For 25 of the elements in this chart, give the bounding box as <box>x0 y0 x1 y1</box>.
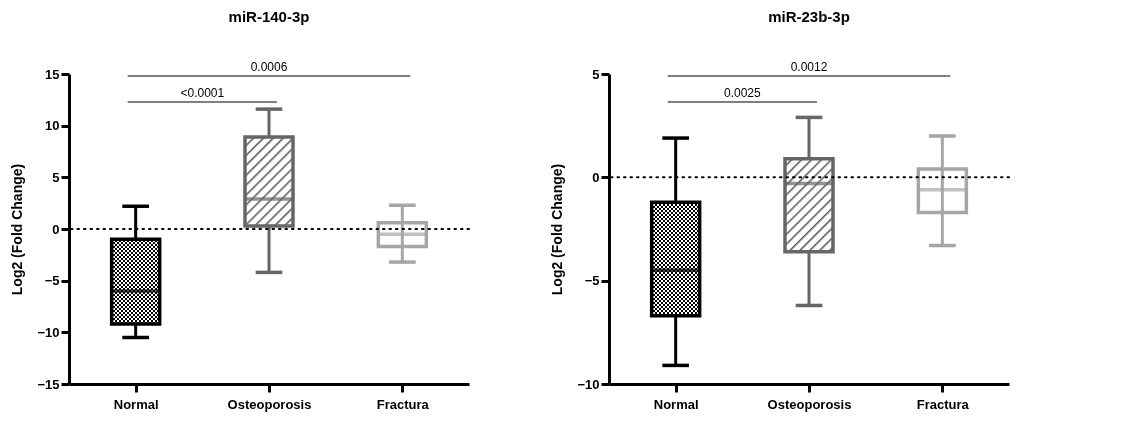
annotation: 0.0025 <box>723 86 762 100</box>
chart-title: miR-140-3p <box>228 8 310 25</box>
text: 0.0012 <box>790 60 828 74</box>
y-tick-label: −10 <box>577 376 600 392</box>
y-tick-label: 0 <box>592 169 600 185</box>
x-tick-label: Osteoporosis <box>227 396 312 412</box>
annotation: <0.0001 <box>180 86 225 100</box>
y-tick-label: −5 <box>584 273 600 289</box>
chart-title: miR-23b-3p <box>768 8 850 25</box>
x-tick-label: Normal <box>653 396 699 412</box>
y-tick-label: 10 <box>45 118 60 134</box>
y-tick-label: −5 <box>44 273 60 289</box>
x-tick-label: Normal <box>113 396 159 412</box>
y-tick-label: −10 <box>37 324 60 340</box>
y-tick-label: 0 <box>52 221 60 237</box>
x-tick-label: Fractura <box>376 396 430 412</box>
y-tick-label: 5 <box>592 66 600 82</box>
y-axis-title: Log2 (Fold Change) <box>549 163 566 296</box>
y-tick-label: 15 <box>45 66 60 82</box>
y-tick-label: −15 <box>37 376 60 392</box>
x-tick-label: Fractura <box>916 396 970 412</box>
y-axis-title: Log2 (Fold Change) <box>9 163 26 296</box>
y-tick-label: 5 <box>52 169 60 185</box>
text: 0.0006 <box>250 60 288 74</box>
x-tick-label: Osteoporosis <box>767 396 852 412</box>
